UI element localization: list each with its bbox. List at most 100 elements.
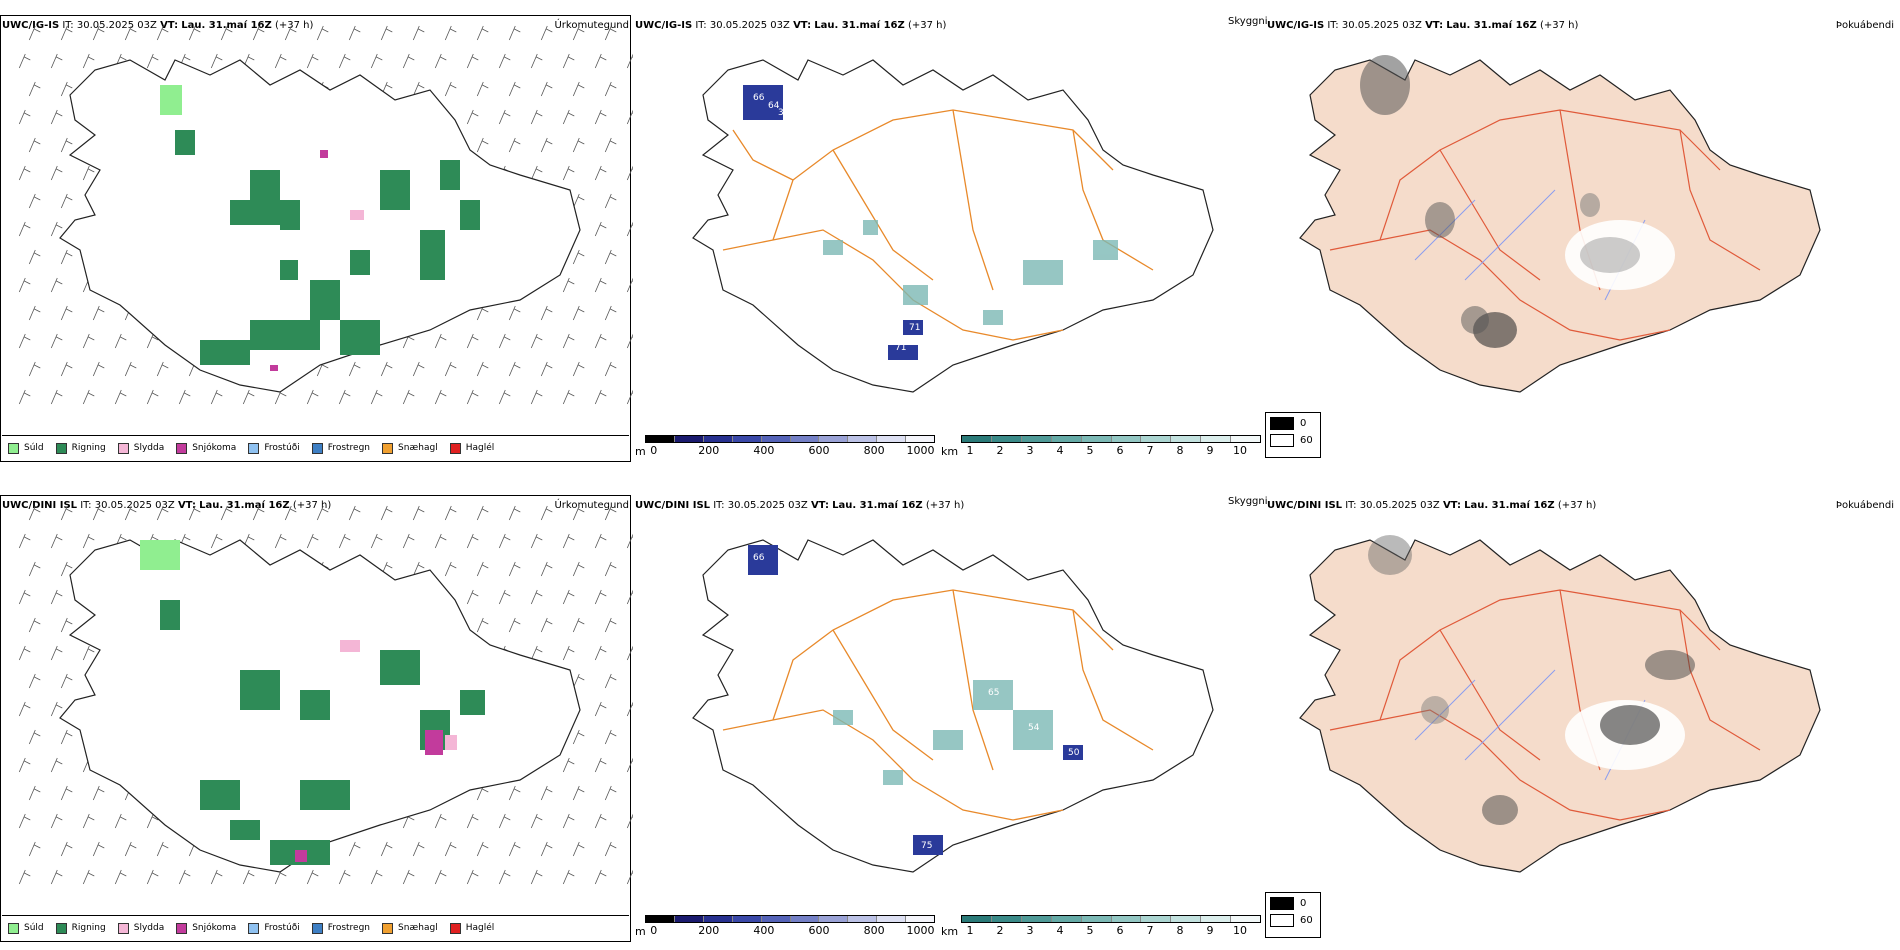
wind-barb: [156, 25, 169, 41]
wind-barb: [60, 785, 73, 801]
it-value: 30.05.2025 03Z: [1359, 500, 1440, 511]
wind-barb: [594, 869, 607, 885]
legend-label: Frostregn: [327, 923, 371, 933]
wind-barb: [444, 841, 457, 857]
wind-barb: [92, 841, 105, 857]
wind-barb: [114, 333, 127, 349]
wind-barb: [316, 505, 329, 521]
low-visibility-areas: [833, 680, 1053, 785]
fog-areas: [1368, 535, 1695, 825]
legend-item: Frostregn: [311, 922, 371, 934]
wind-barb: [572, 617, 585, 633]
cbar-cell: [703, 436, 733, 442]
map-value: 66: [753, 553, 765, 563]
wind-barb: [348, 505, 361, 521]
wind-barb: [604, 505, 617, 521]
wind-barb: [156, 841, 169, 857]
visibility-panel: UWC/IG-IS IT: 30.05.2025 03Z VT: Lau. 31…: [633, 0, 1268, 465]
visibility-colorbar: km 1 2 3 4 5 6 7 8 9 10: [941, 435, 1261, 463]
wind-barb: [530, 165, 543, 181]
wind-barb: [28, 505, 41, 521]
wind-barb: [498, 333, 511, 349]
cbar-cell: [962, 436, 992, 442]
iceland-land: [1299, 59, 1821, 393]
wind-barb: [562, 165, 575, 181]
wind-barb: [476, 841, 489, 857]
wind-barb: [412, 841, 425, 857]
wind-barb: [82, 165, 95, 181]
legend-swatch: [117, 442, 129, 454]
wind-barb: [252, 505, 265, 521]
wind-barb: [530, 389, 543, 405]
legend-item: Snjókoma: [176, 442, 236, 454]
wind-barb: [18, 221, 31, 237]
wind-barb: [82, 813, 95, 829]
iceland-outline: [692, 59, 1214, 393]
legend-item: Haglél: [449, 442, 494, 454]
model-name: UWC/DINI ISL: [1267, 500, 1343, 511]
tick-label: 200: [698, 444, 720, 457]
legend-item: Súld: [8, 442, 44, 454]
wind-barb: [530, 589, 543, 605]
panel-label-cloud: Þokuábendi: [1835, 500, 1894, 511]
wind-barb: [530, 533, 543, 549]
wind-barb: [380, 361, 393, 377]
panel-frame: [0, 15, 631, 462]
map-value: 58: [933, 333, 945, 343]
map-value: 50: [921, 348, 933, 358]
wind-barb: [28, 729, 41, 745]
wind-barb: [50, 645, 63, 661]
wind-barb: [476, 81, 489, 97]
wind-barb: [284, 25, 297, 41]
wind-barb: [412, 361, 425, 377]
cbar-cell: [906, 436, 935, 442]
legend-label: Rigning: [71, 443, 106, 453]
wind-barb: [508, 81, 521, 97]
ceiling-colorbar: m 0 200 400 600 800 1000: [635, 435, 935, 463]
wind-barb: [604, 137, 617, 153]
cloud-swatch: [1270, 897, 1294, 910]
wind-barb: [28, 193, 41, 209]
forecast-row-dini-isl: UWC/DINI ISL IT: 30.05.2025 03Z VT: Lau.…: [0, 480, 1900, 950]
wind-barb: [626, 701, 633, 717]
legend-label: Frostúði: [264, 443, 300, 453]
it-label: IT:: [1327, 20, 1339, 31]
wind-barb: [124, 505, 137, 521]
wind-barb: [82, 389, 95, 405]
wind-barb: [604, 561, 617, 577]
ceiling-unit: m: [635, 925, 646, 938]
snow-areas: [270, 150, 328, 371]
wind-barb: [50, 757, 63, 773]
wind-barb: [348, 25, 361, 41]
wind-barb: [562, 389, 575, 405]
wind-barb: [508, 137, 521, 153]
cloud-map: [1299, 535, 1821, 873]
wind-barb: [60, 841, 73, 857]
wind-barb: [338, 533, 351, 549]
wind-barb: [508, 617, 521, 633]
legend-label: Slydda: [133, 923, 165, 933]
wind-barb: [562, 333, 575, 349]
wind-barb: [594, 645, 607, 661]
cbar-cell: [1171, 436, 1202, 442]
ceiling-unit: m: [635, 445, 646, 458]
cbar-cell: [646, 916, 675, 922]
low-ceiling-areas: [748, 545, 1083, 855]
tick-label: 6: [1116, 444, 1124, 457]
map-value: 71: [895, 343, 906, 353]
wind-barb: [82, 53, 95, 69]
wind-barb: [444, 505, 457, 521]
precip-legend: Súld Rigning Slydda Snjókoma Frostúði Fr…: [2, 435, 629, 460]
visibility-map: 66 64 71 71 50 58 34: [692, 59, 1214, 393]
wind-barb: [188, 505, 201, 521]
cloud-legend-label: 0: [1300, 418, 1307, 429]
wind-barb: [498, 589, 511, 605]
wind-barb: [540, 505, 553, 521]
vt-label: VT:: [177, 500, 196, 511]
wind-barb: [316, 25, 329, 41]
wind-barb: [28, 81, 41, 97]
precip-map: [18, 25, 633, 405]
legend-swatch: [382, 922, 394, 934]
wind-barb: [380, 841, 393, 857]
iceland-outline: [692, 539, 1214, 873]
